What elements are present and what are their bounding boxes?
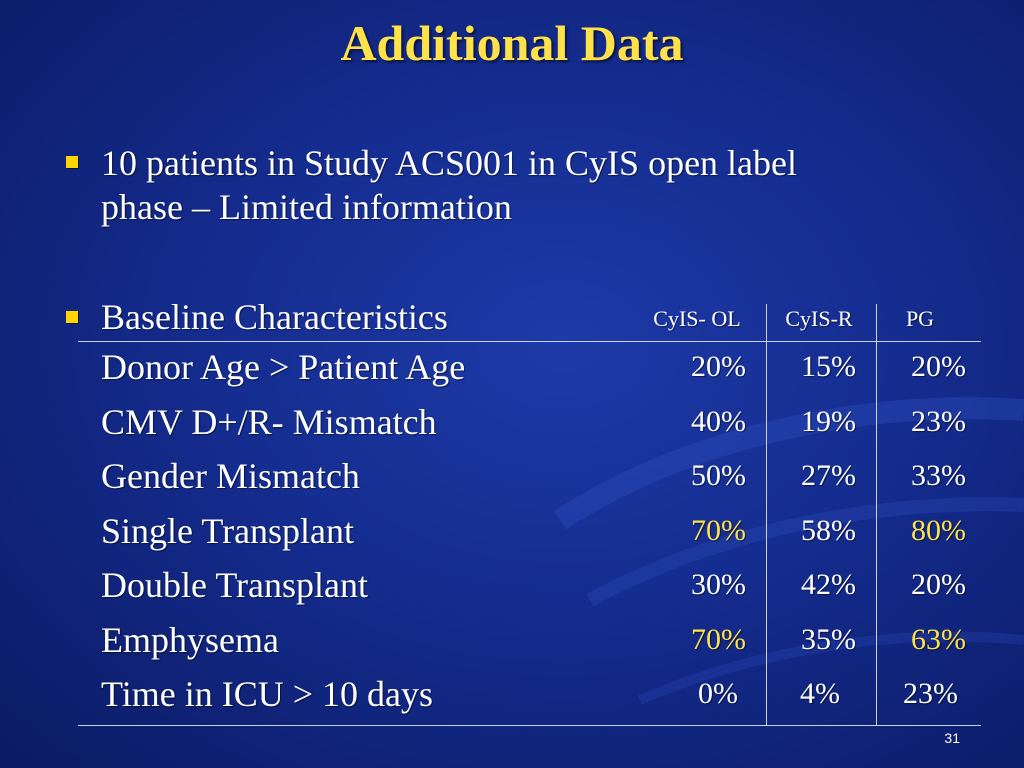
cell-cyis-ol-highlight: 70% bbox=[691, 514, 746, 547]
bullet-marker bbox=[66, 156, 78, 168]
cell-pg-highlight: 63% bbox=[911, 623, 966, 656]
cell-pg: 33% bbox=[911, 459, 966, 492]
column-divider bbox=[766, 304, 767, 725]
bullet-marker bbox=[66, 311, 78, 323]
cell-cyis-ol: 20% bbox=[691, 350, 746, 383]
bullet-1-line-2: phase – Limited information bbox=[101, 187, 512, 227]
slide-title: Additional Data bbox=[340, 15, 684, 71]
cell-pg: 23% bbox=[903, 677, 958, 710]
row-label-single-transplant: Single Transplant bbox=[101, 511, 355, 551]
bullet-2-heading: Baseline Characteristics bbox=[101, 297, 448, 337]
cell-cyis-r: 58% bbox=[801, 514, 856, 547]
row-label-cmv-mismatch: CMV D+/R- Mismatch bbox=[101, 402, 437, 442]
row-label-gender-mismatch: Gender Mismatch bbox=[101, 456, 360, 496]
cell-pg: 20% bbox=[911, 568, 966, 601]
cell-cyis-r: 19% bbox=[801, 405, 856, 438]
column-header-pg: PG bbox=[905, 306, 935, 331]
cell-cyis-r: 35% bbox=[801, 623, 856, 656]
cell-pg-highlight: 80% bbox=[911, 514, 966, 547]
cell-cyis-r: 27% bbox=[801, 459, 856, 492]
row-label-time-in-icu: Time in ICU > 10 days bbox=[101, 674, 433, 714]
column-header-cyis-r: CyIS-R bbox=[785, 306, 853, 331]
cell-cyis-ol: 0% bbox=[698, 677, 738, 710]
cell-cyis-r: 42% bbox=[801, 568, 856, 601]
row-label-double-transplant: Double Transplant bbox=[101, 565, 369, 605]
column-header-cyis-ol: CyIS- OL bbox=[653, 306, 741, 331]
column-divider bbox=[876, 304, 877, 725]
cell-cyis-ol-highlight: 70% bbox=[691, 623, 746, 656]
cell-cyis-ol: 50% bbox=[691, 459, 746, 492]
cell-cyis-ol: 30% bbox=[691, 568, 746, 601]
cell-cyis-r: 4% bbox=[800, 677, 840, 710]
table-top-rule bbox=[78, 341, 981, 342]
cell-cyis-ol: 40% bbox=[691, 405, 746, 438]
cell-pg: 23% bbox=[911, 405, 966, 438]
table-bottom-rule bbox=[78, 725, 981, 726]
row-label-emphysema: Emphysema bbox=[101, 620, 279, 660]
bullet-1-line-1: 10 patients in Study ACS001 in CyIS open… bbox=[101, 143, 798, 183]
cell-cyis-r: 15% bbox=[801, 350, 856, 383]
slide-number: 31 bbox=[944, 730, 960, 746]
row-label-donor-age: Donor Age > Patient Age bbox=[101, 347, 466, 387]
cell-pg: 20% bbox=[911, 350, 966, 383]
